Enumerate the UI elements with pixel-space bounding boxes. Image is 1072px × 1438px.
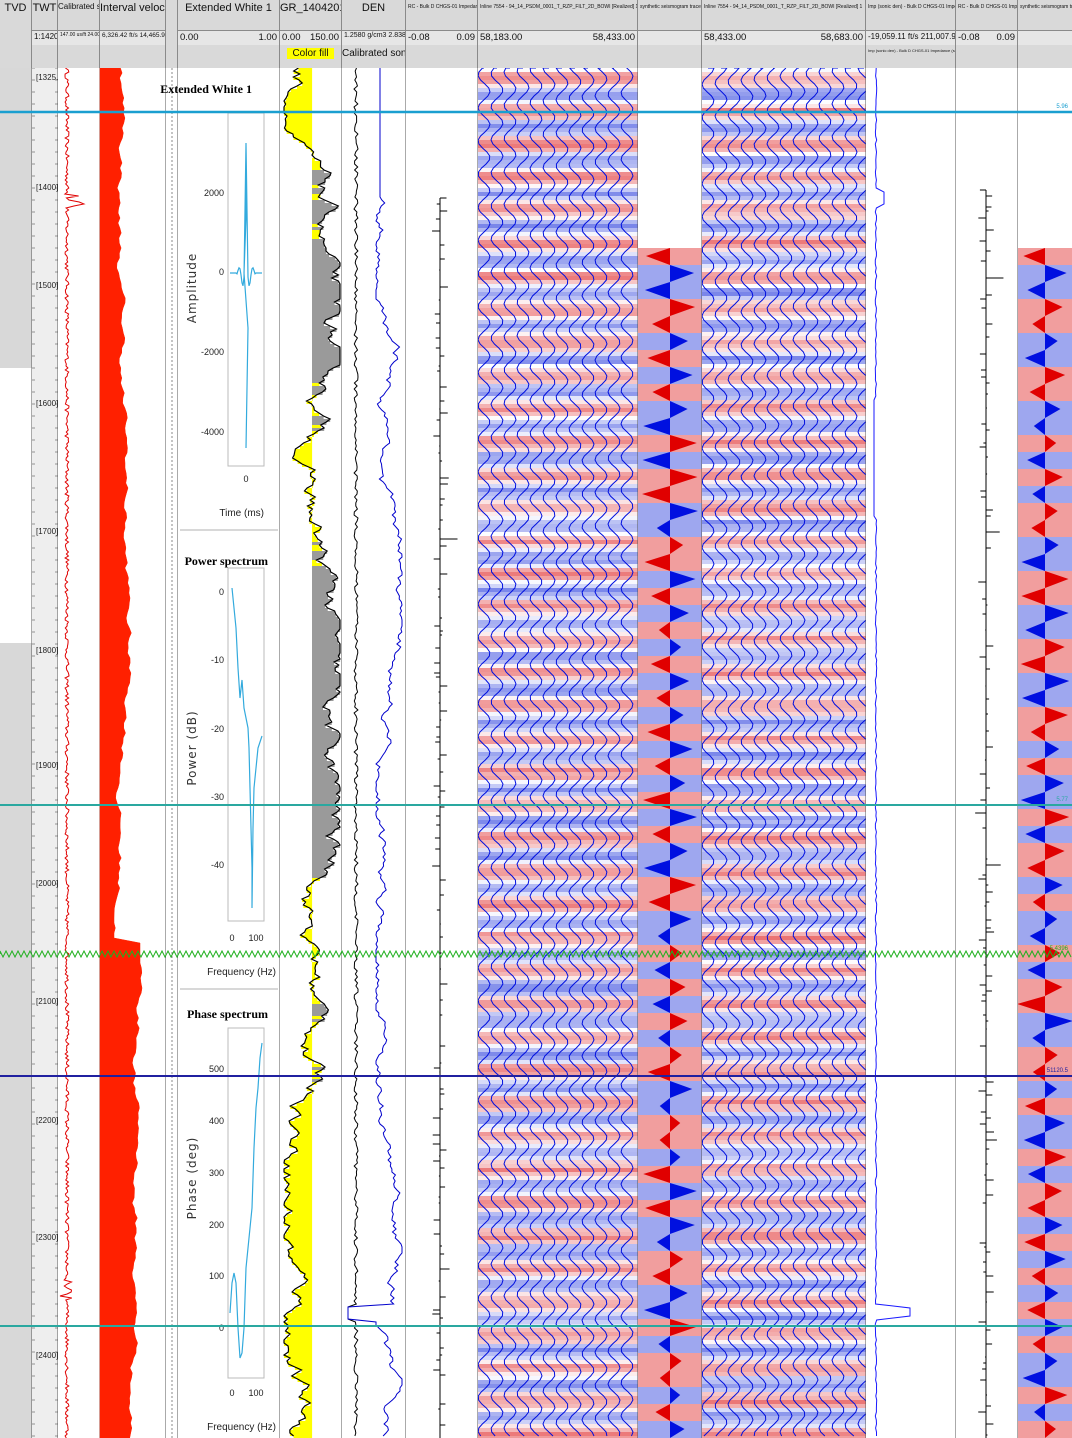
track-header-bar: TVD TWT 1:1420 Calibrated sonic 147.00 u… — [0, 0, 1072, 69]
wavelet-panel: Extended White 1 2000 0 -2000 -4000 0 Am… — [160, 68, 281, 1438]
wavelet-ytick: -2000 — [201, 347, 224, 357]
depth-label: [1800] — [36, 646, 58, 655]
wavelet-xtick: 0 — [243, 474, 248, 484]
wavelet-ylabel: Amplitude — [185, 253, 199, 324]
phase-ytick: 300 — [209, 1168, 224, 1178]
impedance-header[interactable]: Imp (sonic den) - Bulk D CHGS-01 Impedan… — [866, 0, 956, 68]
impedance-curve — [873, 68, 911, 1436]
synthetic-track[interactable] — [638, 68, 702, 1438]
phase-ylabel: Phase (deg) — [185, 1137, 199, 1220]
wavelet-title: Extended White 1 — [160, 82, 252, 96]
calibrated-sonic-track — [58, 68, 101, 1438]
phase-ytick: 0 — [219, 1323, 224, 1333]
phase-ytick: 400 — [209, 1116, 224, 1126]
power-axes — [227, 567, 265, 922]
phase-ytick: 500 — [209, 1064, 224, 1074]
inline-seismic-1-header[interactable]: Inline 7554 - 94_14_PSDM_0001_T_RZP_FILT… — [478, 0, 638, 68]
phase-ytick: 200 — [209, 1220, 224, 1230]
depth-label: [1600] — [36, 399, 58, 408]
power-ytick: -30 — [211, 792, 224, 802]
depth-label: [2200] — [36, 1116, 58, 1125]
power-title: Power spectrum — [185, 554, 268, 568]
inline-seismic-2-header[interactable]: Inline 7554 - 94_14_PSDM_0001_T_RZP_FILT… — [702, 0, 866, 68]
marker-label-mid: 5.77 — [1056, 797, 1068, 803]
depth-label: [1700] — [36, 527, 58, 536]
power-spectrum-plot[interactable]: Power spectrum 0 -10 -20 -30 -40 0 100 P… — [185, 554, 276, 978]
depth-label: [1400] — [36, 183, 58, 192]
synthetic-header[interactable]: synthetic seismogram trace — [638, 0, 702, 68]
depth-label: [2100] — [36, 997, 58, 1006]
power-ytick: -20 — [211, 724, 224, 734]
phase-xtick: 0 — [229, 1388, 234, 1398]
wavelet-curve — [230, 142, 262, 449]
tvd-header[interactable]: TVD — [0, 0, 32, 68]
depth-label: [2400] — [36, 1351, 58, 1360]
horizon-markers[interactable]: 5.96 5.77 5.4396 51120.5 — [0, 104, 1072, 1327]
wavelet-ytick: -4000 — [201, 427, 224, 437]
reflectivity-2-header[interactable]: RC - Bulk D CHGS-01 Impedance (seis -0.0… — [956, 0, 1018, 68]
reflectivity-track — [406, 68, 479, 1438]
synthetic-2-track[interactable] — [1017, 68, 1072, 1438]
narrow-track — [166, 68, 179, 1438]
phase-title: Phase spectrum — [187, 1007, 268, 1021]
power-xtick: 0 — [229, 933, 234, 943]
den-log-curve — [347, 68, 403, 1437]
narrow-track-header[interactable] — [166, 0, 178, 68]
marker-label-blue: 51120.5 — [1047, 1068, 1069, 1074]
tvd-track — [0, 68, 33, 1438]
phase-ytick: 100 — [209, 1271, 224, 1281]
gr-colorfill-legend: Color fill — [287, 48, 334, 59]
power-ytick: -10 — [211, 655, 224, 665]
interval-velocity-fill — [99, 68, 143, 1438]
marker-label-wavy: 5.4396 — [1050, 946, 1069, 952]
reflectivity-header[interactable]: RC - Bulk D CHGS-01 Impedance (seis -0.0… — [406, 0, 478, 68]
interval-velocity-header[interactable]: Interval velocity 6,326.42 ft/s 14,465.9… — [100, 0, 166, 68]
gr-track — [280, 68, 343, 1438]
wavelet-ytick: 0 — [219, 267, 224, 277]
wavelet-xlabel: Time (ms) — [219, 508, 264, 519]
den-header[interactable]: DEN 1.2580 g/cm3 2.8380 Calibrated sonic — [342, 0, 406, 68]
twt-header[interactable]: TWT 1:1420 — [32, 0, 58, 68]
power-ytick: -40 — [211, 860, 224, 870]
power-ytick: 0 — [219, 587, 224, 597]
synthetic-2-header[interactable]: synthetic seismogram traces — [1018, 0, 1072, 68]
marker-line-wavy[interactable] — [0, 949, 1072, 959]
power-curve — [231, 587, 263, 909]
interval-velocity-track — [99, 68, 167, 1438]
phase-curve — [229, 1042, 263, 1359]
wavelet-plot[interactable]: Extended White 1 2000 0 -2000 -4000 0 Am… — [160, 82, 265, 519]
marker-label-top: 5.96 — [1056, 104, 1068, 110]
phase-xtick: 100 — [248, 1388, 263, 1398]
power-xlabel: Frequency (Hz) — [207, 967, 276, 978]
sonic-log-curve — [59, 68, 86, 1438]
phase-xlabel: Frequency (Hz) — [207, 1422, 276, 1433]
calibrated-sonic-header[interactable]: Calibrated sonic 147.00 us/ft 24.00 — [58, 0, 100, 68]
depth-label: [1900] — [36, 761, 58, 770]
seismic-inline-2[interactable] — [702, 68, 870, 1438]
phase-axes — [227, 1027, 265, 1379]
phase-spectrum-plot[interactable]: Phase spectrum 500 400 300 200 100 0 0 1… — [185, 1007, 276, 1433]
seismic-inline-1[interactable] — [478, 68, 638, 1438]
wavelet-ytick: 2000 — [204, 188, 224, 198]
calibrated-sonic-curve — [347, 68, 359, 1437]
depth-label: [2000] — [36, 879, 58, 888]
power-ylabel: Power (dB) — [185, 710, 199, 785]
reflectivity-2-track — [956, 68, 1019, 1438]
depth-label: [2300] — [36, 1233, 58, 1242]
well-tie-display: [1325.0] [1400] [1500] [1600] [1700] [1800] [1… — [0, 68, 1072, 1438]
impedance-track — [866, 68, 957, 1438]
gr-log-curve — [282, 68, 341, 1437]
tvd-bg — [0, 68, 32, 1438]
den-track — [342, 68, 407, 1438]
tvd-white-band — [0, 368, 32, 643]
power-xtick: 100 — [248, 933, 263, 943]
depth-label: [1500] — [36, 281, 58, 290]
depth-label: [1325.0] — [36, 73, 65, 82]
extended-white-header[interactable]: Extended White 1 0.00 1.00 — [178, 0, 280, 68]
